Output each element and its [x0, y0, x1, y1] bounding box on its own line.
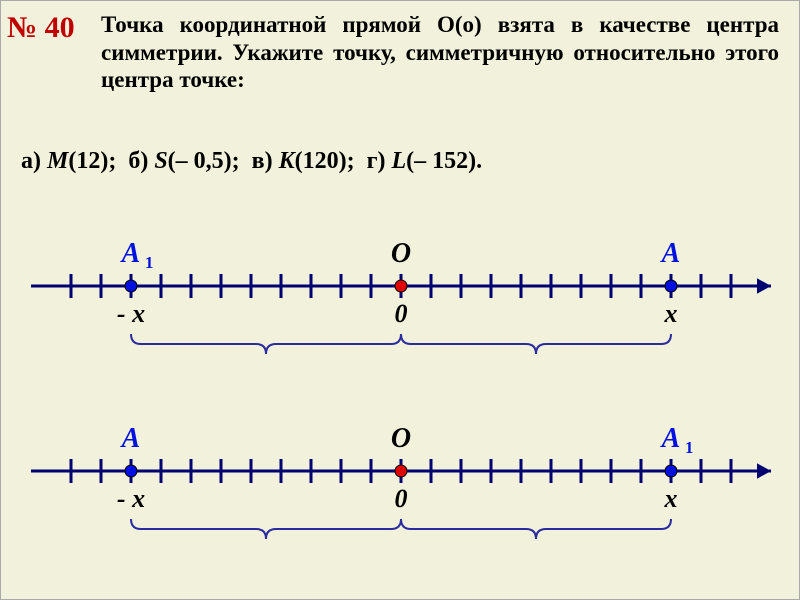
svg-text:- x: - x — [117, 299, 145, 328]
svg-text:O: O — [391, 423, 411, 454]
svg-text:1: 1 — [685, 438, 693, 457]
number-line-2: AOA1- x0x — [1, 411, 800, 581]
svg-text:A: A — [660, 423, 681, 454]
svg-text:O: O — [391, 238, 411, 269]
number-line-1: A1OA- x0x — [1, 226, 800, 396]
svg-text:0: 0 — [395, 484, 408, 513]
svg-text:- x: - x — [117, 484, 145, 513]
problem-text: Точка координатной прямой О(о) взята в к… — [101, 11, 779, 94]
svg-text:A: A — [120, 423, 141, 454]
svg-text:x: x — [664, 299, 678, 328]
svg-text:0: 0 — [395, 299, 408, 328]
svg-text:A: A — [660, 238, 681, 269]
subtasks: а) M(12); б) S(– 0,5); в) K(120); г) L(–… — [21, 146, 779, 176]
svg-text:1: 1 — [145, 253, 153, 272]
svg-text:A: A — [120, 238, 141, 269]
problem-number: № 40 — [7, 11, 75, 45]
svg-text:x: x — [664, 484, 678, 513]
